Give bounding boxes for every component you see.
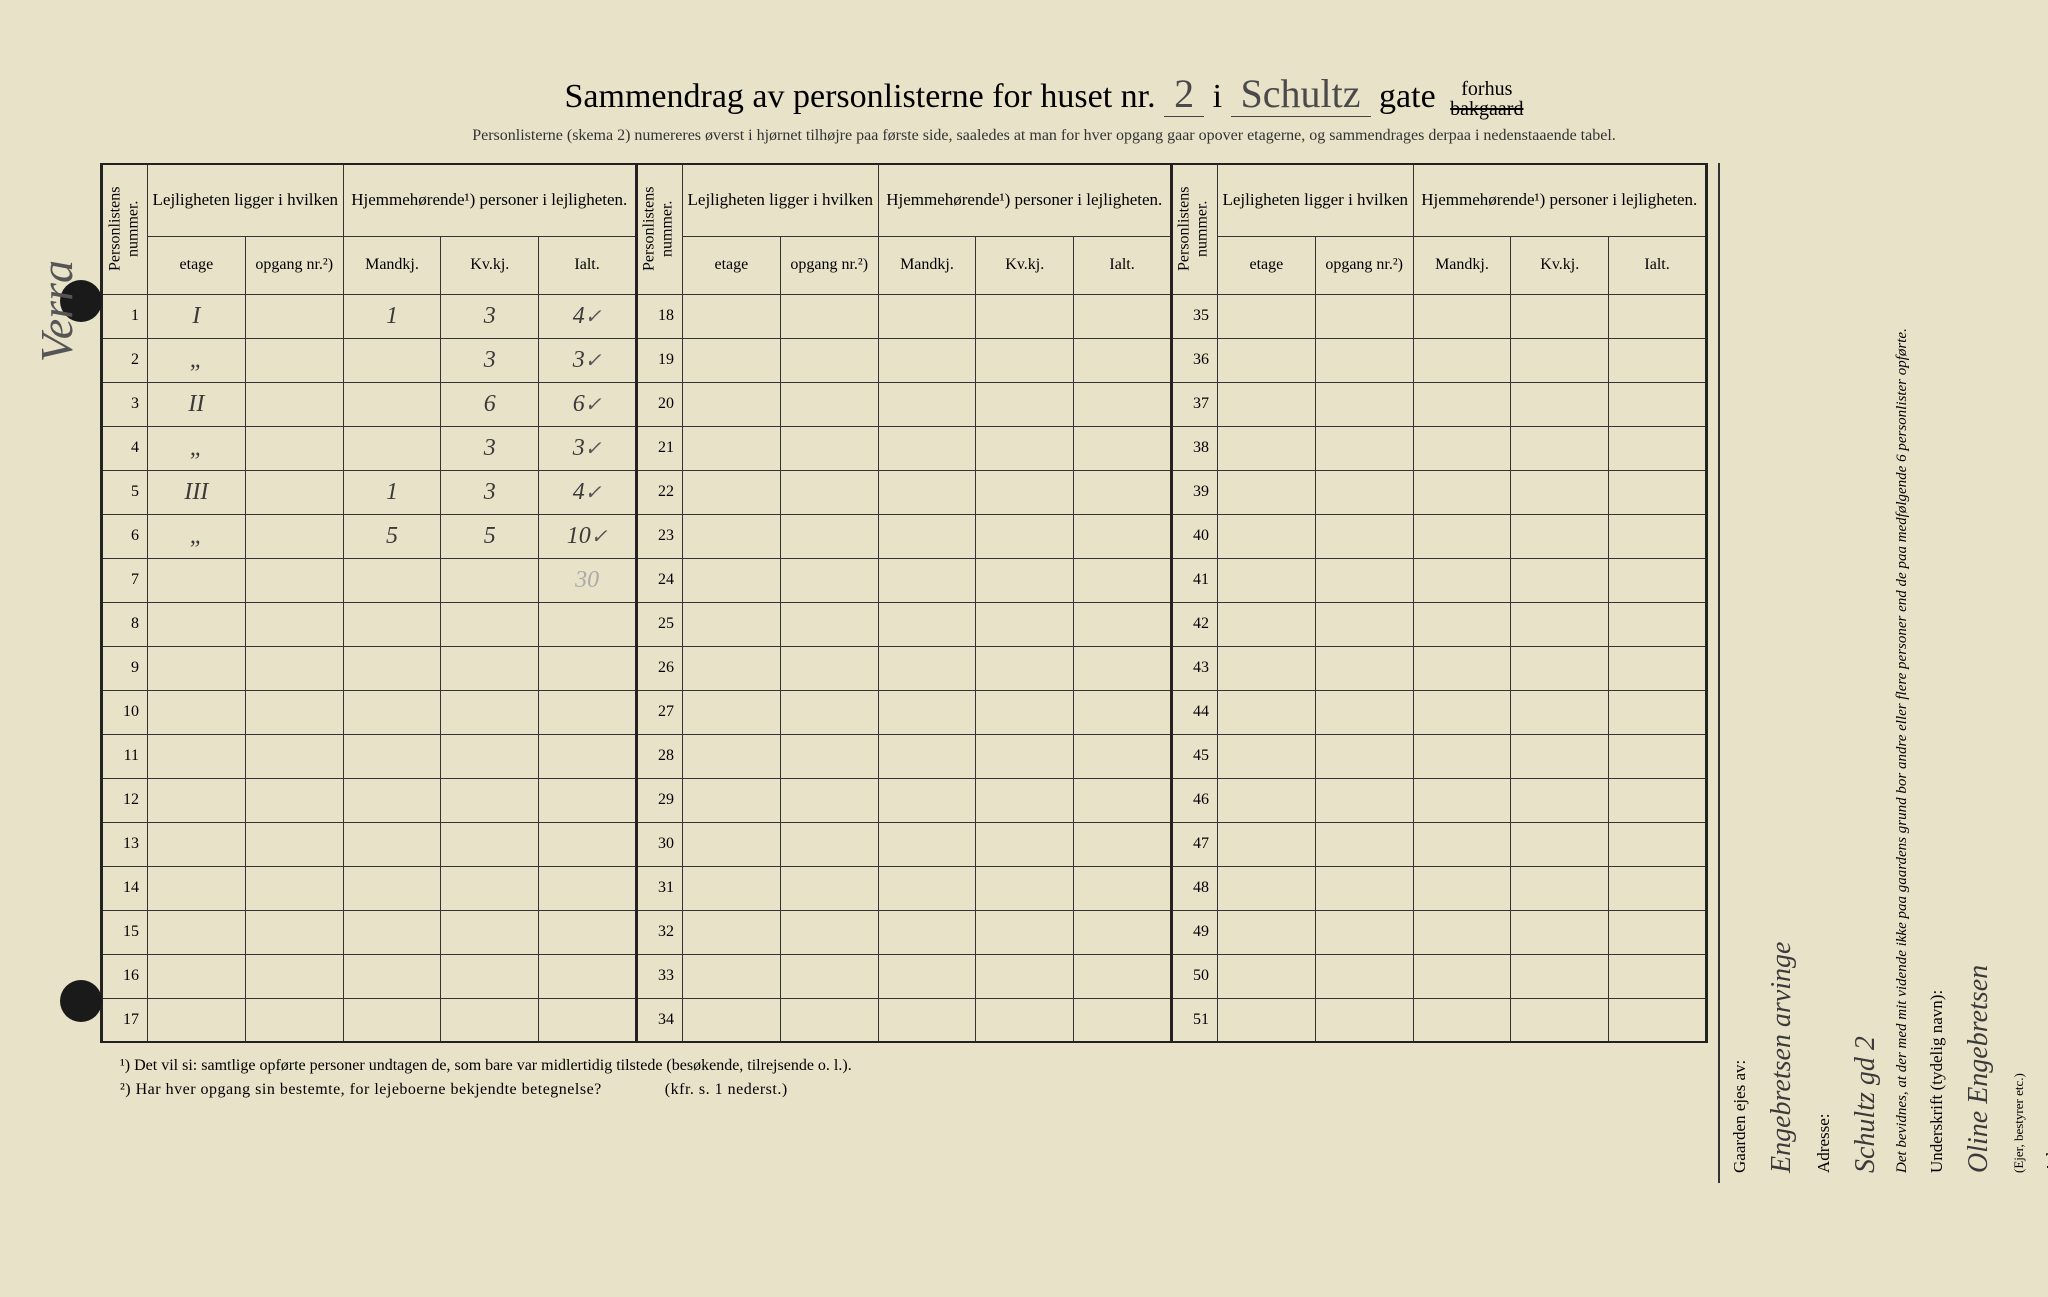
col-hjemme: Hjemmehørende¹) personer i lejligheten. — [343, 164, 636, 236]
table-row: 7302441 — [102, 558, 1707, 602]
gate-options: forhus bakgaard — [1450, 79, 1523, 119]
form-title: Sammendrag av personlisterne for huset n… — [100, 70, 1988, 119]
footnotes: ¹) Det vil si: samtlige opførte personer… — [100, 1057, 1708, 1099]
footnote-1: ¹) Det vil si: samtlige opførte personer… — [120, 1057, 1708, 1075]
col-etage: etage — [148, 236, 246, 294]
house-number-field: 2 — [1164, 71, 1204, 117]
col-etage: etage — [1217, 236, 1315, 294]
table-row: 163350 — [102, 954, 1707, 998]
table-row: 1I134✓1835 — [102, 294, 1707, 338]
punch-hole — [60, 980, 102, 1022]
table-row: 82542 — [102, 602, 1707, 646]
col-kvkj: Kv.kj. — [1511, 236, 1609, 294]
addr-label: Adresse: — [1814, 173, 1834, 1173]
table-row: 4„33✓2138 — [102, 426, 1707, 470]
col-opgang: opgang nr.²) — [1315, 236, 1413, 294]
col-hjemme: Hjemmehørende¹) personer i lejligheten. — [878, 164, 1171, 236]
side-panel: Gaarden ejes av: Engebretsen arvinge Adr… — [1718, 163, 1988, 1183]
gate-bakgaard: bakgaard — [1450, 98, 1523, 120]
col-mandkj: Mandkj. — [1413, 236, 1511, 294]
form-subtitle: Personlisterne (skema 2) numereres øvers… — [100, 127, 1988, 145]
col-lejlighet: Lejligheten ligger i hvilken — [682, 164, 878, 236]
col-ialt: Ialt. — [1074, 236, 1172, 294]
table-row: 6„5510✓2340 — [102, 514, 1707, 558]
addr-label: Adresse: — [2043, 173, 2048, 1173]
table-row: 92643 — [102, 646, 1707, 690]
col-mandkj: Mandkj. — [343, 236, 441, 294]
table-row: 102744 — [102, 690, 1707, 734]
census-form-page: Verra Sammendrag av personlisterne for h… — [0, 0, 2048, 1297]
attestation-text: Det bevidnes, at der med mit vidende ikk… — [1894, 173, 1911, 1173]
signature-name: Oline Engebretsen — [1963, 173, 1995, 1173]
table-row: 143148 — [102, 866, 1707, 910]
col-personlistens: Personlistens nummer. — [636, 164, 682, 294]
col-opgang: opgang nr.²) — [780, 236, 878, 294]
table-row: 112845 — [102, 734, 1707, 778]
col-etage: etage — [682, 236, 780, 294]
table-row: 3II66✓2037 — [102, 382, 1707, 426]
title-mid: i — [1213, 78, 1222, 115]
col-kvkj: Kv.kj. — [441, 236, 539, 294]
col-ialt: Ialt. — [1609, 236, 1707, 294]
table-body: 1I134✓18352„33✓19363II66✓20374„33✓21385I… — [102, 294, 1707, 1042]
title-suffix: gate — [1379, 78, 1436, 115]
table-row: 133047 — [102, 822, 1707, 866]
attestation-column: Det bevidnes, at der med mit vidende ikk… — [1888, 163, 2048, 1183]
col-opgang: opgang nr.²) — [245, 236, 343, 294]
margin-handwriting: Verra — [30, 260, 83, 362]
col-lejlighet: Lejligheten ligger i hvilken — [148, 164, 344, 236]
signature-label: Underskrift (tydelig navn): — [1927, 173, 1947, 1173]
table-row: 5III134✓2239 — [102, 470, 1707, 514]
census-table: Personlistens nummer. Lejligheten ligger… — [100, 163, 1708, 1183]
col-personlistens: Personlistens nummer. — [102, 164, 148, 294]
col-ialt: Ialt. — [539, 236, 637, 294]
col-personlistens: Personlistens nummer. — [1171, 164, 1217, 294]
main-content: Personlistens nummer. Lejligheten ligger… — [100, 163, 1988, 1183]
col-kvkj: Kv.kj. — [976, 236, 1074, 294]
footnote-2: ²) Har hver opgang sin bestemte, for lej… — [120, 1081, 1708, 1099]
street-name-field: Schultz — [1231, 71, 1371, 117]
table-row: 122946 — [102, 778, 1707, 822]
table-row: 153249 — [102, 910, 1707, 954]
table-row: 173451 — [102, 998, 1707, 1042]
owner-address: Schultz gd 2 — [1850, 173, 1882, 1173]
col-mandkj: Mandkj. — [878, 236, 976, 294]
table-row: 2„33✓1936 — [102, 338, 1707, 382]
title-prefix: Sammendrag av personlisterne for huset n… — [565, 78, 1156, 115]
gate-forhus: forhus — [1461, 78, 1512, 100]
signature-role: (Ejer, bestyrer etc.) — [2011, 173, 2027, 1173]
col-lejlighet: Lejligheten ligger i hvilken — [1217, 164, 1413, 236]
col-hjemme: Hjemmehørende¹) personer i lejligheten. — [1413, 164, 1706, 236]
owner-label: Gaarden ejes av: — [1730, 173, 1750, 1173]
owner-column: Gaarden ejes av: Engebretsen arvinge Adr… — [1724, 163, 1888, 1183]
owner-name: Engebretsen arvinge — [1766, 173, 1798, 1173]
